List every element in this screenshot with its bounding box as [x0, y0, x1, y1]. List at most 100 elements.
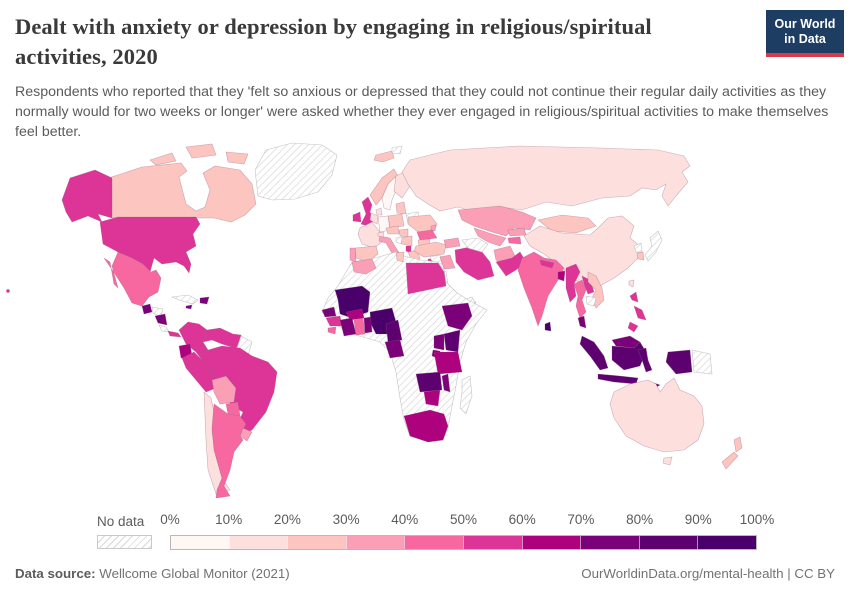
- map-region-australia[interactable]: [609, 377, 705, 453]
- map-region-indonesia-sumatra[interactable]: [579, 335, 609, 371]
- map-region-new-zealand-south[interactable]: [721, 451, 739, 470]
- map-region-guatemala[interactable]: [141, 303, 153, 315]
- map-region-bosnia[interactable]: [395, 236, 403, 245]
- map-region-cuba[interactable]: [170, 294, 199, 305]
- map-region-mexico[interactable]: [103, 251, 162, 307]
- map-region-jamaica[interactable]: [185, 304, 193, 310]
- map-region-philippines-1[interactable]: [629, 291, 639, 303]
- legend-bin[interactable]: [462, 536, 522, 549]
- map-region-bangladesh[interactable]: [557, 270, 566, 282]
- map-region-uruguay[interactable]: [239, 427, 253, 442]
- map-region-madagascar[interactable]: [459, 375, 473, 415]
- map-region-tanzania[interactable]: [433, 351, 463, 375]
- map-region-zambia[interactable]: [415, 371, 443, 393]
- map-region-ethiopia[interactable]: [441, 302, 473, 331]
- map-region-spain[interactable]: [354, 245, 379, 263]
- license-credit[interactable]: OurWorldinData.org/mental-health | CC BY: [581, 566, 835, 581]
- map-region-sierra-leone[interactable]: [327, 326, 337, 335]
- map-region-turkey[interactable]: [413, 241, 447, 258]
- map-region-tasmania[interactable]: [662, 456, 673, 466]
- map-region-russia[interactable]: [401, 145, 691, 214]
- map-region-caucasus[interactable]: [443, 237, 461, 249]
- map-region-vietnam[interactable]: [587, 271, 605, 309]
- map-region-austria-czechia[interactable]: [385, 225, 400, 235]
- map-region-iran[interactable]: [454, 246, 495, 281]
- map-region-iraq[interactable]: [439, 254, 456, 270]
- map-region-philippines-3[interactable]: [627, 321, 639, 333]
- map-region-netherlands[interactable]: [369, 212, 379, 225]
- map-region-philippines-2[interactable]: [633, 305, 647, 321]
- map-region-romania[interactable]: [416, 229, 438, 241]
- map-region-costa-rica[interactable]: [158, 324, 170, 333]
- map-region-canada-arctic-2[interactable]: [185, 143, 217, 159]
- map-region-taiwan[interactable]: [628, 279, 635, 288]
- map-region-kazakhstan[interactable]: [457, 205, 537, 237]
- map-region-senegal[interactable]: [321, 306, 337, 318]
- map-region-portugal[interactable]: [349, 247, 357, 263]
- map-region-poland[interactable]: [387, 213, 405, 229]
- legend-bin[interactable]: [228, 536, 288, 549]
- map-region-canada-arctic-3[interactable]: [225, 151, 249, 165]
- legend-bin[interactable]: [580, 536, 639, 549]
- map-region-uganda[interactable]: [433, 333, 445, 351]
- map-region-south-korea[interactable]: [636, 251, 645, 261]
- map-region-canada-arctic-1[interactable]: [149, 152, 177, 166]
- map-region-denmark[interactable]: [375, 207, 383, 216]
- map-region-uzbekistan[interactable]: [473, 227, 507, 247]
- map-region-morocco[interactable]: [351, 258, 377, 275]
- legend-bin[interactable]: [345, 536, 405, 549]
- map-region-bolivia[interactable]: [211, 375, 237, 405]
- map-region-indonesia-java[interactable]: [597, 373, 639, 385]
- map-region-indonesia-sulawesi[interactable]: [637, 347, 653, 373]
- map-region-tunisia[interactable]: [395, 251, 405, 263]
- legend-color-bar[interactable]: [170, 535, 757, 550]
- map-region-ireland[interactable]: [352, 211, 362, 223]
- map-region-indonesia-papua[interactable]: [665, 349, 693, 375]
- legend-bin[interactable]: [404, 536, 463, 549]
- map-region-svalbard[interactable]: [391, 145, 403, 155]
- map-region-north-korea[interactable]: [633, 242, 643, 253]
- map-region-new-zealand-north[interactable]: [733, 436, 743, 453]
- map-region-sri-lanka[interactable]: [544, 321, 552, 332]
- map-region-malawi[interactable]: [441, 373, 451, 393]
- map-region-canada[interactable]: [97, 162, 257, 223]
- legend-bin[interactable]: [287, 536, 346, 549]
- map-region-africa-nodata-base[interactable]: [321, 251, 488, 443]
- map-region-turkmenistan[interactable]: [461, 237, 489, 253]
- map-region-france[interactable]: [357, 221, 383, 249]
- map-region-nepal[interactable]: [539, 259, 555, 269]
- map-region-guinea[interactable]: [325, 315, 343, 327]
- map-region-greenland[interactable]: [254, 142, 338, 201]
- map-region-benin-togo[interactable]: [363, 316, 373, 334]
- map-region-zimbabwe[interactable]: [423, 389, 441, 407]
- map-region-moldova[interactable]: [430, 224, 437, 232]
- map-region-dominican-republic[interactable]: [199, 296, 210, 305]
- map-region-myanmar[interactable]: [565, 263, 581, 303]
- map-region-cameroon[interactable]: [385, 319, 403, 343]
- map-region-india[interactable]: [517, 251, 565, 327]
- map-region-gabon-congo[interactable]: [384, 339, 405, 359]
- map-region-kenya[interactable]: [443, 329, 461, 353]
- map-region-baltics[interactable]: [395, 201, 407, 215]
- map-region-cambodia[interactable]: [585, 295, 597, 307]
- map-region-egypt[interactable]: [405, 262, 447, 295]
- map-region-papua-new-guinea[interactable]: [691, 349, 713, 375]
- map-region-nicaragua[interactable]: [154, 313, 168, 326]
- legend-no-data-swatch[interactable]: [97, 535, 152, 549]
- legend-bin[interactable]: [697, 536, 756, 549]
- legend-bin[interactable]: [638, 536, 698, 549]
- map-region-tajikistan[interactable]: [507, 236, 522, 245]
- owid-logo[interactable]: Our World in Data: [766, 10, 844, 57]
- map-region-ghana[interactable]: [353, 317, 366, 336]
- map-region-argentina[interactable]: [211, 403, 247, 499]
- map-region-panama[interactable]: [167, 330, 182, 338]
- map-region-malaysia-peninsula[interactable]: [577, 315, 587, 329]
- legend-bin[interactable]: [171, 536, 229, 549]
- map-region-south-africa[interactable]: [403, 409, 449, 443]
- map-region-hawaii[interactable]: [6, 289, 10, 293]
- map-region-hungary[interactable]: [398, 228, 409, 238]
- map-region-japan[interactable]: [644, 230, 663, 262]
- map-region-switzerland[interactable]: [377, 231, 385, 238]
- map-region-thailand[interactable]: [573, 279, 587, 319]
- map-region-alaska[interactable]: [61, 169, 113, 223]
